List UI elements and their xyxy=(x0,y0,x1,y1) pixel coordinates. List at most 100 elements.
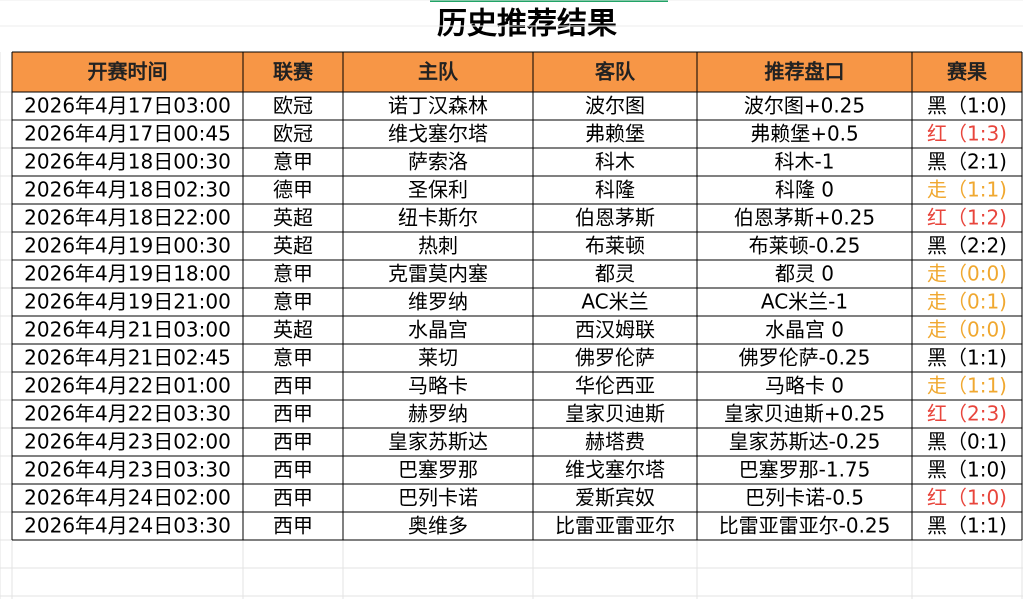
cell: 2026年4月19日18:00 xyxy=(24,262,231,286)
cell: 维罗纳 xyxy=(408,290,468,314)
cell: 维戈塞尔塔 xyxy=(565,458,665,482)
cell: 伯恩茅斯+0.25 xyxy=(734,206,875,230)
cell: 西甲 xyxy=(273,514,313,538)
cell: 马略卡 xyxy=(408,374,468,398)
cell: 2026年4月21日03:00 xyxy=(24,318,231,342)
cell: 奥维多 xyxy=(408,514,468,538)
column-header: 客队 xyxy=(594,60,636,84)
cell: 2026年4月19日21:00 xyxy=(24,290,231,314)
cell: 意甲 xyxy=(273,150,313,174)
cell: 圣保利 xyxy=(408,178,468,202)
cell: 走（1:1) xyxy=(927,178,1007,202)
cell: 弗赖堡+0.5 xyxy=(750,122,859,146)
cell: 弗赖堡 xyxy=(585,122,645,146)
cell: 红（1:2) xyxy=(927,206,1007,230)
column-header: 推荐盘口 xyxy=(765,60,845,84)
cell: 英超 xyxy=(273,318,313,342)
cell: 英超 xyxy=(273,234,313,258)
column-header: 主队 xyxy=(418,60,459,84)
cell: 黑（1:0) xyxy=(927,94,1007,118)
cell: 2026年4月24日03:30 xyxy=(24,514,231,538)
cell: 黑（2:1) xyxy=(927,150,1007,174)
cell: 2026年4月18日00:30 xyxy=(24,150,231,174)
header-row xyxy=(12,52,1022,92)
cell: AC米兰-1 xyxy=(761,290,848,314)
cell: 2026年4月23日02:00 xyxy=(24,430,231,454)
cell: 欧冠 xyxy=(273,122,313,146)
cell: 波尔图 xyxy=(585,94,645,118)
cell: 莱切 xyxy=(418,346,458,370)
cell: 皇家苏斯达 xyxy=(388,430,488,454)
cell: 2026年4月22日03:30 xyxy=(24,402,231,426)
cell: 红（1:3) xyxy=(927,122,1007,146)
cell: 西甲 xyxy=(273,402,313,426)
cell: 走（0:1) xyxy=(927,290,1007,314)
cell: 2026年4月22日01:00 xyxy=(24,374,231,398)
cell: AC米兰 xyxy=(581,290,648,314)
cell: 2026年4月18日22:00 xyxy=(24,206,231,230)
cell: 走（0:0) xyxy=(927,262,1007,286)
cell: 巴塞罗那 xyxy=(398,458,478,482)
cell: 水晶宫 0 xyxy=(765,318,844,342)
cell: 科隆 xyxy=(595,178,635,202)
cell: 红（1:0) xyxy=(927,486,1007,510)
cell: 意甲 xyxy=(273,290,313,314)
cell: 巴塞罗那-1.75 xyxy=(739,458,871,482)
cell: 水晶宫 xyxy=(408,318,468,342)
cell: 2026年4月24日02:00 xyxy=(24,486,231,510)
cell: 意甲 xyxy=(273,262,313,286)
cell: 走（1:1) xyxy=(927,374,1007,398)
cell: 波尔图+0.25 xyxy=(744,94,865,118)
cell: 黑（1:1) xyxy=(927,346,1007,370)
title: 历史推荐结果 xyxy=(437,7,617,42)
cell: 2026年4月18日02:30 xyxy=(24,178,231,202)
cell: 巴列卡诺-0.5 xyxy=(745,486,864,510)
cell: 纽卡斯尔 xyxy=(398,206,478,230)
cell: 红（2:3) xyxy=(927,402,1007,426)
cell: 黑（1:0) xyxy=(927,458,1007,482)
cell: 走（0:0) xyxy=(927,318,1007,342)
cell: 科木-1 xyxy=(775,150,835,174)
column-header: 开赛时间 xyxy=(88,60,168,84)
cell: 英超 xyxy=(273,206,313,230)
cell: 皇家贝迪斯 xyxy=(565,402,665,426)
cell: 马略卡 0 xyxy=(765,374,844,398)
cell: 皇家贝迪斯+0.25 xyxy=(724,402,885,426)
cell: 伯恩茅斯 xyxy=(575,206,655,230)
cell: 萨索洛 xyxy=(408,150,468,174)
cell: 克雷莫内塞 xyxy=(388,262,488,286)
cell: 佛罗伦萨 xyxy=(575,346,655,370)
cell: 意甲 xyxy=(273,346,313,370)
cell: 西甲 xyxy=(273,374,313,398)
column-header: 联赛 xyxy=(273,60,314,84)
cell: 维戈塞尔塔 xyxy=(388,122,488,146)
cell: 佛罗伦萨-0.25 xyxy=(739,346,871,370)
cell: 科木 xyxy=(595,150,635,174)
cell: 西甲 xyxy=(273,458,313,482)
cell: 赫罗纳 xyxy=(408,402,468,426)
cell: 欧冠 xyxy=(273,94,313,118)
cell: 科隆 0 xyxy=(775,178,834,202)
cell: 布莱顿-0.25 xyxy=(749,234,861,258)
cell: 皇家苏斯达-0.25 xyxy=(729,430,881,454)
cell: 西甲 xyxy=(273,486,313,510)
cell: 德甲 xyxy=(273,178,313,202)
cell: 黑（1:1) xyxy=(927,514,1007,538)
cell: 布莱顿 xyxy=(585,234,645,258)
cell: 诺丁汉森林 xyxy=(388,94,488,118)
cell: 2026年4月17日03:00 xyxy=(24,94,231,118)
cell: 都灵 0 xyxy=(775,262,834,286)
cell: 西汉姆联 xyxy=(575,318,655,342)
cell: 爱斯宾奴 xyxy=(575,486,655,510)
cell: 华伦西亚 xyxy=(575,374,655,398)
column-header: 赛果 xyxy=(946,60,987,84)
cell: 热刺 xyxy=(418,234,458,258)
cell: 巴列卡诺 xyxy=(398,486,478,510)
cell: 比雷亚雷亚尔 xyxy=(555,514,675,538)
cell: 西甲 xyxy=(273,430,313,454)
cell: 黑（2:2) xyxy=(927,234,1007,258)
cell: 比雷亚雷亚尔-0.25 xyxy=(719,514,891,538)
cell: 都灵 xyxy=(595,262,635,286)
cell: 2026年4月21日02:45 xyxy=(24,346,231,370)
